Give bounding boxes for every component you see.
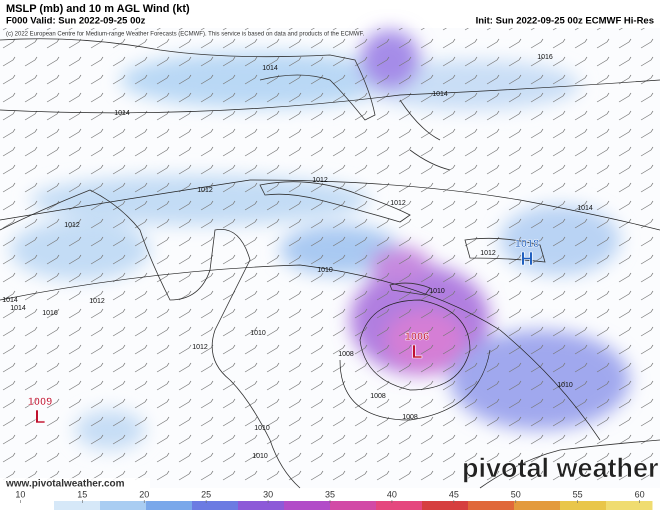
isobar-label: 1012	[192, 344, 208, 351]
colorbar-tick-label: 40	[387, 489, 397, 499]
isobar-label: 1012	[64, 222, 80, 229]
isobar-label: 1012	[197, 187, 213, 194]
colorbar-segment	[146, 501, 193, 510]
colorbar-segment	[330, 501, 377, 510]
isobar-labels: 1016101410141014101210121012101210141012…	[2, 54, 593, 460]
wind-barbs	[0, 28, 660, 488]
brand-logo: pivotal weather	[462, 453, 659, 483]
colorbar-tick-label: 10	[15, 489, 25, 499]
isobar-label: 1010	[254, 425, 270, 432]
colorbar-segment	[8, 501, 55, 510]
isobar-label: 1014	[577, 205, 593, 212]
isobar-label: 1014	[10, 305, 26, 312]
colorbar-tick-label: 60	[635, 489, 645, 499]
colorbar-segment	[54, 501, 101, 510]
copyright: (c) 2022 European Centre for Medium-rang…	[6, 32, 365, 38]
isobar-label: 1012	[390, 200, 406, 207]
colorbar-tick-label: 35	[325, 489, 335, 499]
colorbar-tick-label: 25	[201, 489, 211, 499]
colorbar-tick-label: 30	[263, 489, 273, 499]
isobar-label: 1014	[262, 65, 278, 72]
colorbar-segment	[468, 501, 515, 510]
isobar-label: 1010	[252, 453, 268, 460]
isobar-label: 1010	[557, 382, 573, 389]
colorbar-segment	[514, 501, 561, 510]
colorbar-tick-label: 15	[77, 489, 87, 499]
isobar-label: 1012	[89, 298, 105, 305]
isobar-label: 1008	[370, 393, 386, 400]
isobar-label: 1014	[114, 110, 130, 117]
isobar-label: 1010	[429, 288, 445, 295]
isobar-label: 1008	[338, 351, 354, 358]
isobar-label: 1014	[432, 91, 448, 98]
colorbar-segment	[376, 501, 423, 510]
colorbar-segment	[100, 501, 147, 510]
valid-time: F000 Valid: Sun 2022-09-25 00z	[6, 16, 146, 27]
isobar-label: 1010	[317, 267, 333, 274]
isobar-label: 1012	[480, 250, 496, 257]
center-pressure: 1018	[515, 238, 539, 250]
url-backdrop	[0, 478, 150, 490]
colorbar-segment	[422, 501, 469, 510]
isobars	[0, 79, 660, 441]
center-symbol: L	[412, 342, 423, 362]
isobar-label: 1016	[537, 54, 553, 61]
title: MSLP (mb) and 10 m AGL Wind (kt)	[6, 3, 190, 15]
isobar-label: 1008	[402, 414, 418, 421]
colorbar-segment	[238, 501, 285, 510]
colorbar-tick-label: 55	[573, 489, 583, 499]
map: 1016101410141014101210121012101210141012…	[0, 28, 660, 489]
isobar-label: 1012	[312, 177, 328, 184]
init-time: Init: Sun 2022-09-25 00z ECMWF Hi-Res	[476, 16, 654, 27]
url: www.pivotalweather.com	[5, 479, 125, 490]
colorbar-segment	[284, 501, 331, 510]
colorbar-segment	[606, 501, 653, 510]
isobar-label: 1010	[250, 330, 266, 337]
colorbar-segment	[192, 501, 239, 510]
center-pressure: 1006	[405, 331, 429, 343]
center-symbol: L	[35, 407, 46, 427]
isobar-label: 1014	[2, 297, 18, 304]
center-pressure: 1009	[28, 396, 52, 408]
colorbar-tick-label: 20	[139, 489, 149, 499]
center-symbol: H	[521, 249, 534, 269]
colorbar-tick-label: 45	[449, 489, 459, 499]
colorbar-segment	[560, 501, 607, 510]
isobar-label: 1016	[42, 310, 58, 317]
colorbar: 10 15 20 25 30 35 40 45 50 55 60	[8, 489, 653, 510]
colorbar-tick-label: 50	[511, 489, 521, 499]
